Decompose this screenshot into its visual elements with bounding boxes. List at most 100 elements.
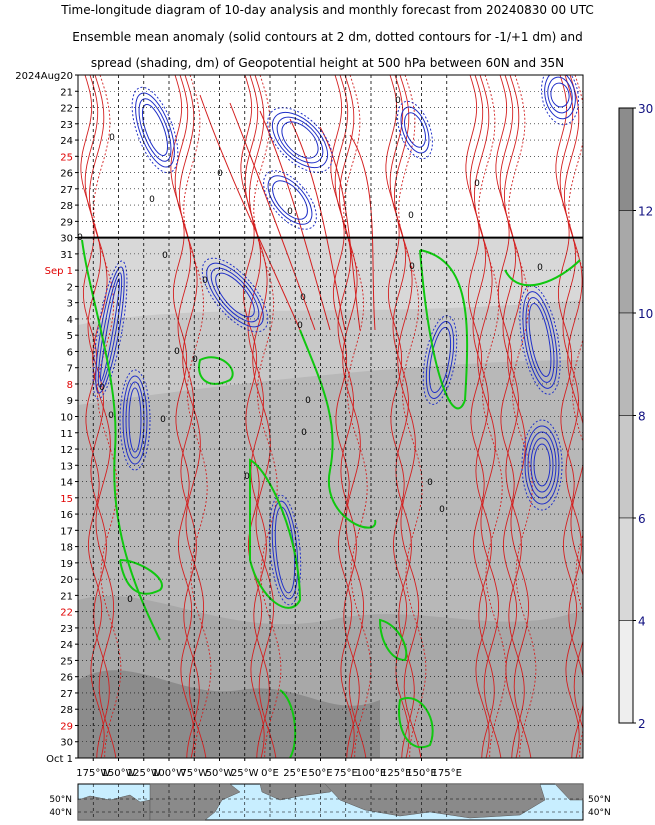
positive-contour [93,75,122,758]
y-tick-label: 27 [60,689,73,700]
x-tick-label: 175°W [76,768,110,779]
negative-contour [519,285,561,395]
negative-contour [522,291,558,389]
x-tick-label: 125°W [127,768,161,779]
y-tick-label: 20 [60,575,73,586]
colorbar-tick-label: 10 [638,307,653,321]
zero-contour [249,458,302,609]
negative-contour [268,494,302,606]
colorbar-segment [618,210,634,314]
y-tick-label: 21 [60,87,73,98]
zero-contour [398,697,434,749]
contour-value-label: 0 [301,428,307,438]
y-tick-label: 19 [60,559,73,570]
contour-value-label: 0 [127,595,133,605]
y-tick-label: Sep 1 [45,266,73,277]
contour-value-label: 0 [174,347,180,357]
x-tick-label: 25°E [283,768,307,779]
y-tick-label: 27 [60,185,73,196]
map-lat-label-right: 50°N [588,795,611,805]
y-tick-label: 8 [67,380,73,391]
positive-contour [259,110,331,331]
y-tick-label: 3 [67,299,73,310]
contour-value-label: 0 [99,383,105,393]
zero-contour [378,618,408,662]
negative-contour [422,315,458,405]
negative-contour [271,500,299,600]
colorbar-segment [618,415,634,519]
y-tick-label: 9 [67,396,73,407]
zero-contour [279,689,297,758]
y-tick-label: 29 [60,217,73,228]
y-tick-label: 2 [67,282,73,293]
y-tick-label: 16 [60,510,73,521]
negative-contour [272,180,308,220]
y-tick-label: 14 [60,478,73,489]
positive-contour [229,102,316,331]
map-landmass [77,794,151,821]
y-tick-label: 7 [67,364,73,375]
map-landmass [149,783,241,821]
negative-contour [547,76,573,114]
positive-contour [253,75,282,758]
colorbar-segment [618,620,634,724]
y-tick-label: 24 [60,640,73,651]
x-tick-label: 150°W [102,768,136,779]
y-tick-label: 22 [60,608,73,619]
negative-contour [122,375,148,465]
contour-value-label: 0 [305,396,311,406]
negative-contour [428,326,452,394]
contour-value-label: 0 [202,276,208,286]
y-tick-label: 21 [60,591,73,602]
positive-contour [174,75,200,758]
y-tick-label: 23 [60,120,73,131]
y-tick-label: 25 [60,152,73,163]
colorbar-tick-label: 30 [638,102,653,116]
colorbar-segment [618,107,634,211]
y-tick-label: 22 [60,104,73,115]
contour-value-label: 0 [474,179,480,189]
y-tick-label: 10 [60,413,73,424]
negative-contour [141,103,169,157]
negative-contour [276,116,324,164]
x-tick-label: 75°E [334,768,358,779]
zero-contour [81,239,161,641]
y-tick-label: 5 [67,331,73,342]
positive-contour [248,75,277,758]
y-tick-label: 29 [60,721,73,732]
x-tick-label: 100°W [152,768,186,779]
zero-contour [198,356,234,385]
positive-contour [559,75,583,758]
map-lat-label-left: 50°N [49,795,72,805]
x-tick-label: 100°E [356,768,386,779]
negative-contour [541,75,579,126]
y-tick-label: 18 [60,543,73,554]
contour-value-label: 0 [192,355,198,365]
contour-value-label: 0 [300,293,306,303]
positive-contour [319,126,361,331]
negative-contour [263,170,317,230]
contour-value-label: 0 [244,472,250,482]
contour-value-label: 0 [395,96,401,106]
negative-contour [99,278,121,382]
contour-value-label: 0 [287,207,293,217]
negative-contour [404,112,426,148]
map-landmass [554,783,584,801]
contour-value-label: 0 [217,169,223,179]
contour-value-label: 0 [109,133,115,143]
negative-contour [281,121,319,159]
y-tick-label: 26 [60,673,73,684]
y-tick-label: 12 [60,445,73,456]
positive-contour [178,75,207,758]
x-tick-label: 50°E [308,768,332,779]
zero-contour [419,249,469,410]
map-lat-label-left: 40°N [49,808,72,818]
y-tick-label: 30 [60,738,73,749]
contour-value-label: 0 [537,263,543,273]
x-tick-label: 125°E [381,768,411,779]
map-lat-label-right: 40°N [588,808,611,818]
positive-contour [385,75,410,758]
y-tick-label: 28 [60,705,73,716]
positive-contour [199,94,301,331]
